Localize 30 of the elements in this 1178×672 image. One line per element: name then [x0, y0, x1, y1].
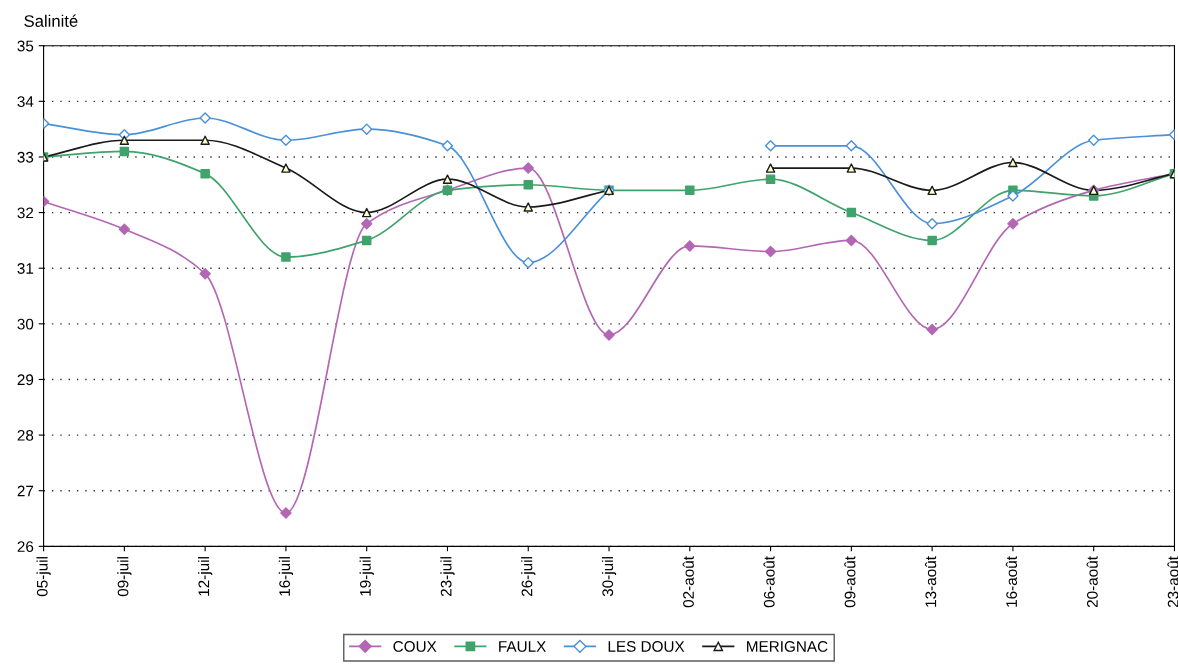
x-tick-label: 16-août — [1005, 556, 1018, 607]
x-tick-label: 19-juil — [359, 557, 374, 596]
x-tick-label: 23-juil — [440, 557, 455, 597]
y-tick-label: 27 — [17, 485, 34, 497]
legend-label: MERIGNAC — [747, 641, 828, 652]
x-tick-label: 23-août — [1167, 556, 1178, 608]
x-tick-label: 16-juil — [278, 557, 294, 596]
x-tick-label: 02-août — [682, 556, 694, 608]
y-tick-label: 34 — [17, 96, 34, 108]
x-tick-label: 09-juil — [117, 557, 132, 597]
legend-label: LES DOUX — [608, 641, 685, 652]
y-axis-title: Salinité — [24, 14, 78, 27]
y-tick-label: 30 — [17, 318, 34, 330]
legend-label: FAULX — [499, 641, 546, 652]
x-tick-label: 13-août — [924, 556, 937, 607]
y-tick-label: 31 — [17, 263, 34, 274]
y-tick-label: 29 — [17, 374, 34, 386]
x-tick-label: 12-juil — [198, 557, 213, 596]
y-tick-label: 32 — [17, 207, 34, 219]
y-tick-label: 33 — [17, 151, 34, 163]
y-tick-label: 35 — [17, 40, 34, 52]
x-tick-label: 20-août — [1086, 556, 1098, 608]
x-tick-label: 26-juil — [521, 557, 536, 597]
y-tick-label: 28 — [17, 429, 34, 441]
x-tick-label: 09-août — [844, 556, 856, 608]
y-tick-label: 26 — [17, 541, 34, 553]
x-tick-label: 06-août — [763, 556, 775, 608]
x-tick-label: 05-juil — [36, 557, 51, 597]
legend-label: COUX — [393, 641, 437, 652]
x-tick-label: 30-juil — [601, 557, 617, 597]
